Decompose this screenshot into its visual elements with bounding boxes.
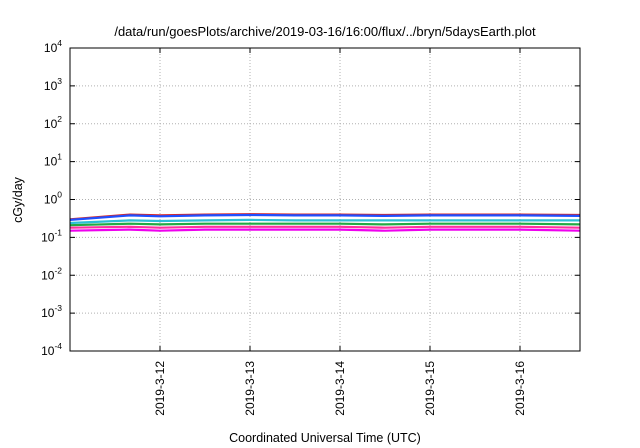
series-line-6 [69, 228, 581, 232]
series-line-5 [69, 225, 581, 229]
y-tick-label: 104 [44, 38, 62, 55]
x-tick-label: 2019-3-14 [333, 361, 347, 416]
chart-title: /data/run/goesPlots/archive/2019-03-16/1… [114, 24, 536, 39]
y-tick-label: 100 [44, 190, 62, 207]
x-tick-label: 2019-3-13 [243, 361, 257, 416]
x-tick-label: 2019-3-16 [513, 361, 527, 416]
y-tick-label: 103 [44, 76, 62, 93]
series-line-4 [69, 222, 581, 227]
y-tick-label: 10-3 [41, 303, 62, 320]
y-tick-label: 102 [44, 114, 62, 131]
series-line-2 [69, 213, 581, 221]
y-tick-label: 10-1 [41, 227, 62, 244]
x-axis-label: Coordinated Universal Time (UTC) [229, 431, 421, 445]
grid [70, 48, 580, 351]
x-tick-label: 2019-3-15 [423, 361, 437, 416]
y-tick-label: 10-2 [41, 265, 62, 282]
y-tick-label: 10-4 [41, 341, 62, 358]
y-tick-label: 101 [44, 152, 62, 169]
x-axis: 2019-3-12 2019-3-13 2019-3-14 2019-3-15 2019… [153, 48, 527, 416]
x-tick-label: 2019-3-12 [153, 361, 167, 416]
y-axis-label: cGy/day [11, 176, 25, 223]
series-line-3 [69, 218, 580, 225]
y-axis: 104 103 102 101 100 10-1 10-2 10-3 10-4 [41, 38, 580, 358]
series-layer [69, 213, 581, 232]
